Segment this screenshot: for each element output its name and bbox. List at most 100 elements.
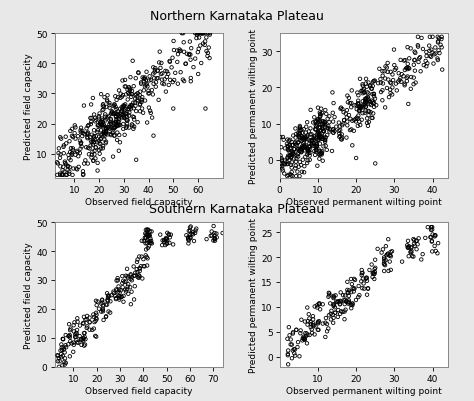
Point xyxy=(107,117,115,123)
Point xyxy=(142,78,150,84)
Point xyxy=(105,308,112,315)
Point xyxy=(313,143,321,150)
Point xyxy=(309,138,316,144)
Point xyxy=(195,47,202,53)
Point xyxy=(331,304,339,311)
Point xyxy=(117,95,124,102)
Point xyxy=(102,128,110,135)
Point xyxy=(201,106,209,112)
Point xyxy=(295,140,302,146)
Point xyxy=(151,66,159,72)
Point xyxy=(312,148,320,154)
Point xyxy=(277,153,284,159)
Point xyxy=(91,115,99,122)
Point xyxy=(68,152,76,159)
Point xyxy=(291,350,298,356)
Point xyxy=(296,173,303,180)
Point xyxy=(72,334,80,340)
Point xyxy=(424,61,431,67)
Point xyxy=(173,60,181,66)
Point xyxy=(115,293,123,300)
Point xyxy=(438,67,446,74)
Point xyxy=(383,252,390,259)
Point xyxy=(317,136,324,142)
Point xyxy=(330,294,337,300)
Point xyxy=(102,132,109,138)
Point xyxy=(109,125,117,132)
Point xyxy=(126,88,134,95)
Point xyxy=(155,60,163,67)
Point xyxy=(161,77,168,83)
Point xyxy=(362,104,370,110)
Point xyxy=(128,91,135,98)
Point xyxy=(195,31,203,37)
Point xyxy=(189,231,197,238)
Point xyxy=(105,293,113,300)
Point xyxy=(127,103,135,109)
Point xyxy=(61,159,69,165)
Point xyxy=(67,158,74,164)
Point xyxy=(358,272,365,279)
Point xyxy=(180,79,188,85)
Point xyxy=(338,137,346,143)
Point xyxy=(355,101,362,107)
Point xyxy=(352,119,360,126)
Point xyxy=(287,162,295,168)
Point xyxy=(315,130,323,136)
Point xyxy=(324,116,331,123)
Point xyxy=(353,115,361,122)
Point xyxy=(360,90,368,96)
Point xyxy=(279,168,287,174)
Point xyxy=(400,58,408,65)
Point xyxy=(286,146,294,153)
Point xyxy=(143,82,151,88)
Point xyxy=(387,91,394,97)
Point xyxy=(329,110,337,117)
Point xyxy=(146,78,153,85)
Point xyxy=(410,241,418,247)
Point xyxy=(97,136,104,143)
Point xyxy=(313,124,320,130)
Point xyxy=(105,125,113,131)
Point xyxy=(94,123,102,129)
Point xyxy=(119,278,127,284)
Point xyxy=(125,107,133,113)
Point xyxy=(287,146,294,152)
Point xyxy=(198,31,206,37)
Point xyxy=(111,94,119,100)
Point xyxy=(133,266,140,273)
Point xyxy=(148,87,155,94)
Point xyxy=(63,172,71,179)
Point xyxy=(81,132,88,138)
Point xyxy=(63,141,70,147)
Point xyxy=(124,118,131,124)
Point xyxy=(112,286,120,293)
Point xyxy=(96,151,103,158)
Point xyxy=(300,334,307,340)
Point xyxy=(437,43,444,49)
Point xyxy=(151,70,158,77)
Point xyxy=(317,113,324,119)
Point xyxy=(324,125,331,132)
Point xyxy=(301,148,309,154)
Point xyxy=(372,161,379,167)
Point xyxy=(407,249,414,256)
Point xyxy=(344,290,351,296)
Point xyxy=(321,119,328,126)
Point xyxy=(149,71,157,78)
Point xyxy=(134,94,141,100)
Point xyxy=(124,282,132,288)
Point xyxy=(140,238,147,245)
Point xyxy=(81,330,89,336)
Point xyxy=(297,162,305,169)
Point xyxy=(318,106,325,113)
Point xyxy=(152,80,160,86)
Point xyxy=(95,306,103,312)
Point xyxy=(126,86,133,92)
Point xyxy=(329,312,337,318)
Point xyxy=(382,105,389,111)
Point xyxy=(134,99,142,105)
Point xyxy=(61,349,68,356)
Point xyxy=(65,169,73,175)
Point xyxy=(129,59,137,65)
